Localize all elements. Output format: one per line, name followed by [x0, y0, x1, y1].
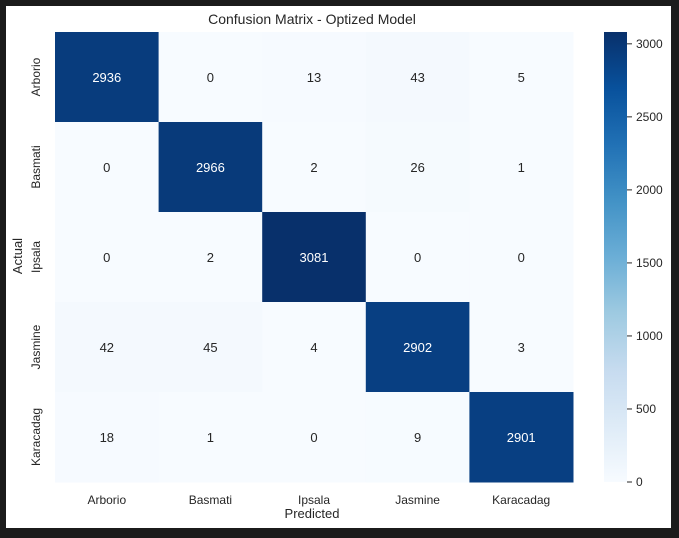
x-axis-tick-labels: Arborio Basmati Ipsala Jasmine Karacadag — [87, 493, 550, 507]
x-tick-label: Basmati — [189, 493, 232, 507]
cell-value-label: 4 — [310, 340, 317, 355]
x-axis-label: Predicted — [285, 506, 340, 521]
heatmap-cell — [365, 302, 470, 393]
x-tick-label: Jasmine — [395, 493, 440, 507]
cell-value-label: 3081 — [300, 250, 329, 265]
cell-value-label: 1 — [207, 430, 214, 445]
chart-title: Confusion Matrix - Optized Model — [208, 11, 416, 27]
cell-value-label: 3 — [518, 340, 525, 355]
x-tick-label: Arborio — [87, 493, 126, 507]
colorbar-tick-label: 2500 — [636, 110, 663, 124]
cell-value-label: 2901 — [507, 430, 536, 445]
heatmap-cell — [469, 302, 574, 393]
heatmap-cell — [469, 32, 574, 123]
colorbar-tick-label: 500 — [636, 402, 656, 416]
heatmap-cell — [158, 302, 263, 393]
cell-value-label: 2 — [310, 160, 317, 175]
heatmap-cell — [158, 392, 263, 483]
y-axis-label: Actual — [10, 238, 25, 274]
cell-value-label: 42 — [100, 340, 114, 355]
cell-value-label: 9 — [414, 430, 421, 445]
cell-value-label: 26 — [410, 160, 424, 175]
heatmap-cell — [55, 302, 160, 393]
y-tick-label: Arborio — [29, 57, 43, 96]
cell-value-label: 0 — [414, 250, 421, 265]
heatmap-cell — [365, 32, 470, 123]
heatmap-cell — [262, 212, 367, 303]
cell-value-label: 2966 — [196, 160, 225, 175]
x-tick-label: Ipsala — [298, 493, 330, 507]
cell-value-label: 18 — [100, 430, 114, 445]
cell-value-label: 0 — [103, 250, 110, 265]
heatmap-cell-labels: 2936 0 13 43 5 0 2966 2 26 1 0 2 3081 0 0 42 45 4 2902 3 18 1… — [92, 70, 535, 445]
heatmap-cell — [262, 32, 367, 123]
colorbar-tick-label: 1500 — [636, 256, 663, 270]
colorbar-tick-label: 0 — [636, 475, 643, 489]
heatmap-cell — [262, 392, 367, 483]
heatmap-cell — [469, 122, 574, 213]
cell-value-label: 0 — [103, 160, 110, 175]
cell-value-label: 5 — [518, 70, 525, 85]
cell-value-label: 13 — [307, 70, 321, 85]
heatmap-cell — [469, 212, 574, 303]
heatmap-cell — [158, 122, 263, 213]
heatmap-cell — [55, 392, 160, 483]
x-tick-label: Karacadag — [492, 493, 550, 507]
cell-value-label: 2 — [207, 250, 214, 265]
cell-value-label: 2936 — [92, 70, 121, 85]
cell-value-label: 0 — [310, 430, 317, 445]
heatmap-cell — [158, 212, 263, 303]
heatmap-cell — [262, 302, 367, 393]
cell-value-label: 43 — [410, 70, 424, 85]
colorbar-tick-label: 3000 — [636, 37, 663, 51]
chart-figure: Confusion Matrix - Optized Model 2936 0 13… — [6, 6, 671, 528]
heatmap-cell — [469, 392, 574, 483]
cell-value-label: 0 — [207, 70, 214, 85]
heatmap-cell — [365, 392, 470, 483]
confusion-matrix-chart: Confusion Matrix - Optized Model 2936 0 13… — [10, 11, 663, 521]
heatmap-cell — [365, 212, 470, 303]
y-tick-label: Ipsala — [29, 241, 43, 273]
cell-value-label: 2902 — [403, 340, 432, 355]
cell-value-label: 45 — [203, 340, 217, 355]
y-tick-label: Jasmine — [29, 324, 43, 369]
colorbar: 0 500 1000 1500 2000 2500 3000 — [604, 32, 663, 489]
colorbar-tick-label: 1000 — [636, 329, 663, 343]
colorbar-tick-label: 2000 — [636, 183, 663, 197]
cell-value-label: 0 — [518, 250, 525, 265]
y-tick-label: Karacadag — [29, 408, 43, 466]
heatmap-cell — [55, 32, 160, 123]
heatmap-cell — [365, 122, 470, 213]
colorbar-gradient — [604, 32, 627, 482]
cell-value-label: 1 — [518, 160, 525, 175]
heatmap-cell — [158, 32, 263, 123]
y-tick-label: Basmati — [29, 145, 43, 188]
y-axis-tick-labels: Arborio Basmati Ipsala Jasmine Karacadag — [29, 57, 43, 466]
heatmap-cell — [55, 122, 160, 213]
heatmap-cells — [55, 32, 574, 483]
heatmap-cell — [55, 212, 160, 303]
heatmap-cell — [262, 122, 367, 213]
